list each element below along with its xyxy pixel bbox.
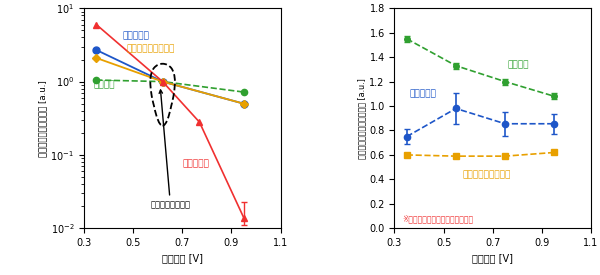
Y-axis label: ソフトエラー発生確率 [a.u.]: ソフトエラー発生確率 [a.u.] (38, 80, 47, 157)
Text: 高エネルギー中性子: 高エネルギー中性子 (462, 170, 511, 179)
Text: 正ミュオン: 正ミュオン (182, 160, 209, 169)
Text: 熱中性子: 熱中性子 (508, 60, 529, 69)
Text: ※正ミュオンの値は非常に小さい: ※正ミュオンの値は非常に小さい (402, 214, 473, 223)
Text: 負ミュオン: 負ミュオン (409, 89, 436, 98)
Y-axis label: 複数ビットエラー発生割合 [a.u.]: 複数ビットエラー発生割合 [a.u.] (358, 78, 367, 159)
Text: 発生確率を規格化: 発生確率を規格化 (151, 90, 190, 210)
Text: 負ミュオン: 負ミュオン (122, 32, 149, 41)
X-axis label: 電源電圧 [V]: 電源電圧 [V] (162, 254, 203, 263)
Text: 高エネルギー中性子: 高エネルギー中性子 (127, 45, 175, 54)
Text: 熱中性子: 熱中性子 (94, 81, 115, 89)
X-axis label: 電源電圧 [V]: 電源電圧 [V] (472, 254, 513, 263)
